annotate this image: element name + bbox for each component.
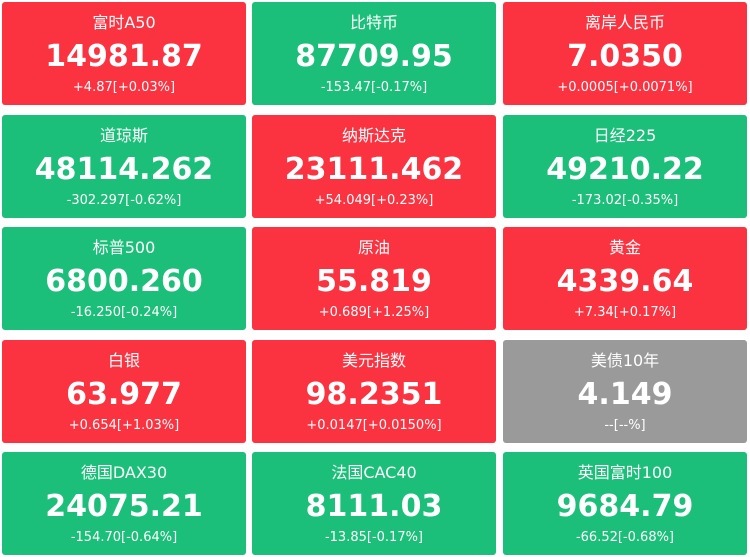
tile-change: +0.689[+1.25%] <box>318 305 430 320</box>
market-tile[interactable]: 美债10年 4.149 --[--%] <box>503 339 747 443</box>
market-tile[interactable]: 原油 55.819 +0.689[+1.25%] <box>252 227 496 330</box>
tile-price: 4339.64 <box>556 264 694 299</box>
tile-change: -153.47[-0.17%] <box>320 80 428 95</box>
market-tile[interactable]: 离岸人民币 7.0350 +0.0005[+0.0071%] <box>503 2 747 105</box>
market-tile[interactable]: 美元指数 98.2351 +0.0147[+0.0150%] <box>252 339 496 443</box>
tile-price: 48114.262 <box>34 151 214 187</box>
tile-change: +4.87[+0.03%] <box>72 80 176 95</box>
market-tile[interactable]: 富时A50 14981.87 +4.87[+0.03%] <box>2 2 246 105</box>
market-tile[interactable]: 黄金 4339.64 +7.34[+0.17%] <box>503 227 747 330</box>
tile-change: +0.654[+1.03%] <box>68 417 180 433</box>
tile-price: 87709.95 <box>295 39 453 74</box>
market-tile[interactable]: 英国富时100 9684.79 -66.52[-0.68%] <box>503 452 747 555</box>
market-tile[interactable]: 日经225 49210.22 -173.02[-0.35%] <box>503 114 747 218</box>
tile-price: 7.0350 <box>567 39 683 74</box>
market-tile[interactable]: 白银 63.977 +0.654[+1.03%] <box>2 339 246 443</box>
tile-name: 英国富时100 <box>577 463 673 482</box>
tile-price: 24075.21 <box>45 489 203 524</box>
tile-change: +7.34[+0.17%] <box>573 305 677 320</box>
tile-change: +54.049[+0.23%] <box>314 192 434 208</box>
tile-name: 黄金 <box>608 238 641 257</box>
tile-change: --[--%] <box>604 417 646 433</box>
tile-price: 6800.260 <box>45 264 203 299</box>
market-tile[interactable]: 道琼斯 48114.262 -302.297[-0.62%] <box>2 114 246 218</box>
tile-price: 9684.79 <box>556 489 694 524</box>
tile-name: 日经225 <box>593 125 657 145</box>
market-tile[interactable]: 法国CAC40 8111.03 -13.85[-0.17%] <box>252 452 496 555</box>
tile-name: 比特币 <box>349 13 398 32</box>
tile-name: 德国DAX30 <box>80 463 168 482</box>
tile-name: 纳斯达克 <box>341 125 406 145</box>
tile-price: 63.977 <box>66 376 182 412</box>
tile-name: 法国CAC40 <box>331 463 417 482</box>
market-tile[interactable]: 德国DAX30 24075.21 -154.70[-0.64%] <box>2 452 246 555</box>
tile-name: 美债10年 <box>590 350 660 370</box>
tile-change: +0.0005[+0.0071%] <box>557 80 693 95</box>
tile-change: +0.0147[+0.0150%] <box>306 417 442 433</box>
tile-price: 8111.03 <box>305 489 443 524</box>
tile-name: 白银 <box>107 350 140 370</box>
tile-price: 4.149 <box>577 376 673 412</box>
tile-name: 道琼斯 <box>99 125 148 145</box>
tile-price: 55.819 <box>316 264 432 299</box>
tile-change: -13.85[-0.17%] <box>324 530 424 545</box>
tile-name: 美元指数 <box>341 350 406 370</box>
tile-name: 原油 <box>357 238 390 257</box>
market-tile[interactable]: 标普500 6800.260 -16.250[-0.24%] <box>2 227 246 330</box>
tile-price: 49210.22 <box>546 151 704 187</box>
tile-change: -154.70[-0.64%] <box>70 530 178 545</box>
tile-change: -66.52[-0.68%] <box>575 530 675 545</box>
tile-price: 14981.87 <box>45 39 203 74</box>
market-tile[interactable]: 纳斯达克 23111.462 +54.049[+0.23%] <box>252 114 496 218</box>
tile-change: -16.250[-0.24%] <box>70 305 178 320</box>
tile-price: 98.2351 <box>305 376 443 412</box>
market-tile[interactable]: 比特币 87709.95 -153.47[-0.17%] <box>252 2 496 105</box>
tile-change: -302.297[-0.62%] <box>66 192 182 208</box>
tile-name: 富时A50 <box>92 13 156 32</box>
tile-name: 标普500 <box>92 238 156 257</box>
tile-name: 离岸人民币 <box>584 13 665 32</box>
tile-price: 23111.462 <box>284 151 464 187</box>
tile-change: -173.02[-0.35%] <box>571 192 679 208</box>
